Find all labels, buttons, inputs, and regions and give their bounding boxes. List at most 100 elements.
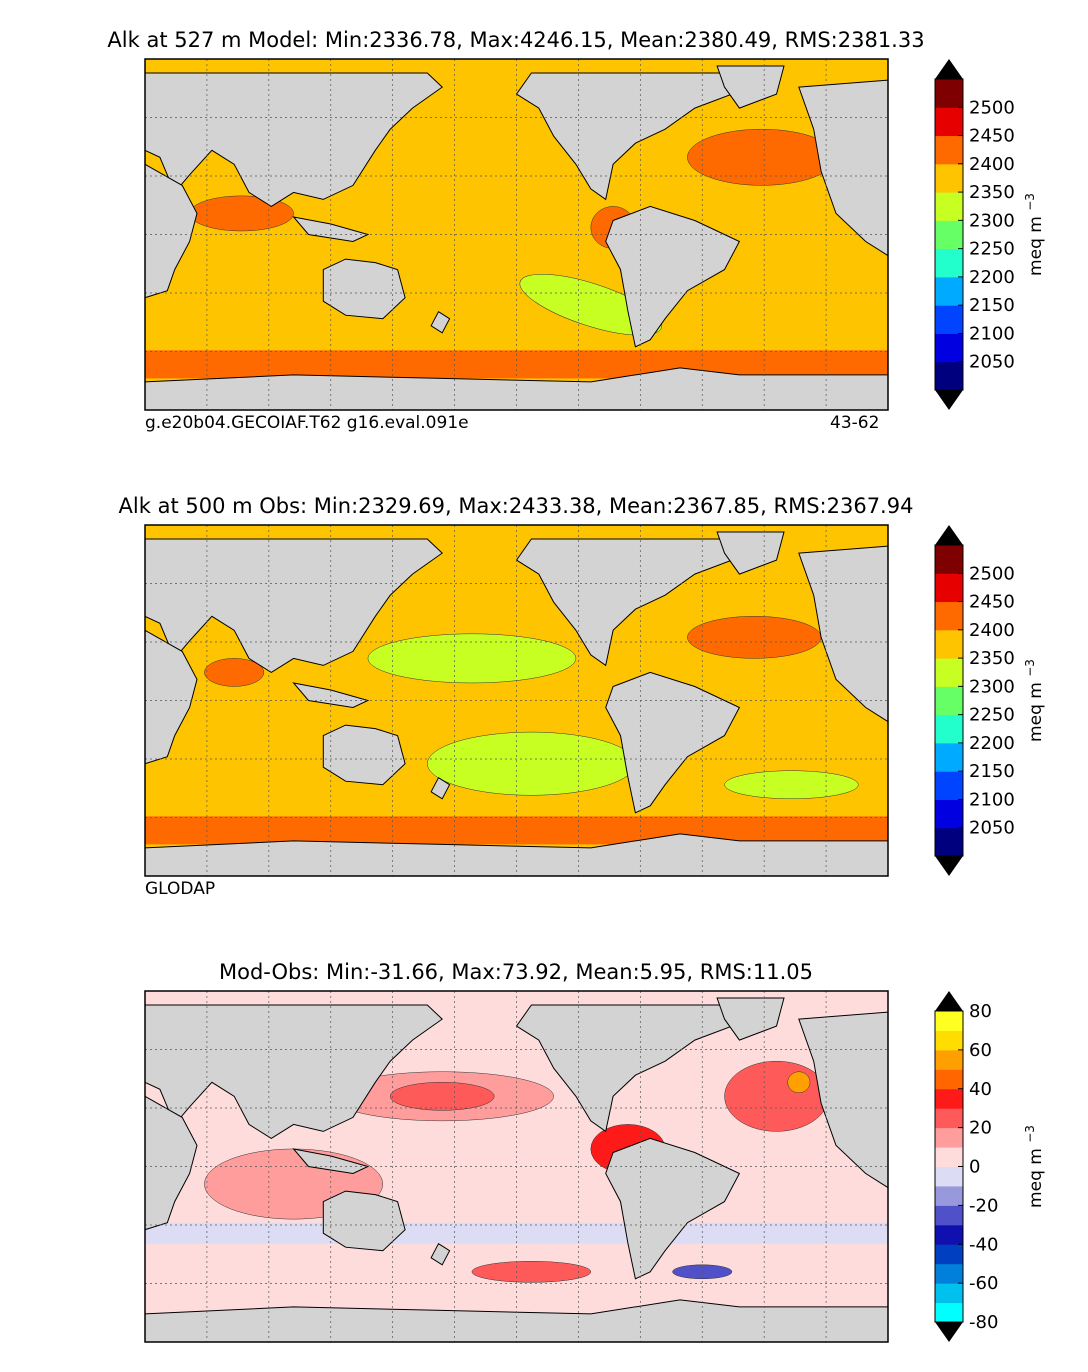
panel3-plot	[144, 990, 889, 1343]
colorbar-segment	[935, 192, 963, 221]
land-mass	[515, 1004, 733, 1133]
panel1-footer-right: 43-62	[830, 413, 880, 433]
colorbar-unit-exponent: −3	[1023, 193, 1037, 211]
colorbar-extend-min	[935, 390, 963, 410]
colorbar-tick-label: 0	[969, 1157, 980, 1178]
colorbar-tick-label: 2300	[969, 210, 1015, 231]
land-mass	[430, 1242, 451, 1266]
colorbar-extend-max	[935, 991, 963, 1011]
colorbar-segment	[935, 220, 963, 250]
colorbar-segment	[935, 1108, 963, 1129]
colorbar-tick-label: 2050	[969, 352, 1015, 373]
colorbar-tick-label: 2350	[969, 182, 1015, 203]
land-mass	[798, 79, 888, 257]
colorbar-tick-label: 60	[969, 1040, 992, 1061]
colorbar-segment	[935, 1011, 963, 1031]
colorbar-segment	[935, 1302, 963, 1323]
panel2-footer-left: GLODAP	[145, 879, 216, 899]
panel3-title: Mod-Obs: Min:-31.66, Max:73.92, Mean:5.9…	[219, 960, 813, 984]
colorbar-segment	[935, 686, 963, 716]
north-pacific-gyre-region	[367, 633, 577, 684]
colorbar-segment	[935, 1127, 963, 1148]
land-mass	[515, 538, 733, 667]
land-mass	[716, 531, 785, 575]
land-mass	[430, 310, 451, 334]
arabian-sea-region	[204, 658, 265, 687]
colorbar-tick-label: 2450	[969, 126, 1015, 147]
colorbar-segment	[935, 601, 963, 631]
colorbar-segment	[935, 135, 963, 165]
colorbar-tick-label: 2450	[969, 592, 1015, 613]
colorbar-segment	[935, 573, 963, 603]
colorbar-segment	[935, 545, 963, 574]
panel1-colorbar: 2050 2100 2150 2200 2250 2300 2350 2400 2450 2500…	[934, 59, 1046, 410]
colorbar-extend-max	[935, 525, 963, 545]
colorbar-segment	[935, 742, 963, 772]
land-mass	[798, 545, 888, 723]
colorbar-tick-label: -40	[969, 1234, 998, 1255]
colorbar-tick-label: -60	[969, 1273, 998, 1294]
colorbar-segment	[935, 333, 963, 363]
land-mass	[145, 163, 198, 299]
colorbar-segment	[935, 1205, 963, 1226]
colorbar-tick-label: 2150	[969, 295, 1015, 316]
gulf-stream-region	[787, 1071, 811, 1094]
panel1-plot	[144, 58, 889, 411]
land-mass	[515, 72, 733, 201]
colorbar-unit-exponent: −3	[1023, 1125, 1037, 1143]
colorbar-tick-label: 20	[969, 1118, 992, 1139]
colorbar-frame	[934, 78, 964, 391]
colorbar-tick-label: 2350	[969, 648, 1015, 669]
panel2-colorbar: 2050 2100 2150 2200 2250 2300 2350 2400 2450 2500…	[934, 525, 1046, 876]
colorbar-segment	[935, 658, 963, 687]
panel3-colorbar: -80 -60 -40 -20 0 20 40 60 80 meq m −3	[934, 991, 1046, 1342]
colorbar-segment	[935, 107, 963, 137]
colorbar-unit-label: meq m −3	[1023, 659, 1046, 742]
colorbar-extend-min	[935, 856, 963, 876]
panel2-field	[145, 525, 888, 876]
land-mass	[430, 776, 451, 800]
colorbar-tick-label: 2150	[969, 761, 1015, 782]
colorbar-segment	[935, 714, 963, 744]
panel3-frame	[144, 990, 889, 1343]
panel2-title: Alk at 500 m Obs: Min:2329.69, Max:2433.…	[118, 494, 914, 518]
colorbar-segment	[935, 827, 963, 857]
colorbar-tick-label: 2200	[969, 733, 1015, 754]
colorbar-segment	[935, 361, 963, 391]
panel1-field	[145, 59, 888, 410]
panel2-plot	[144, 524, 889, 877]
colorbar-tick-label: 2100	[969, 789, 1015, 810]
north-atlantic-region	[687, 128, 837, 186]
panel1-footer-left: g.e20b04.GECOIAF.T62 g16.eval.091e	[145, 413, 469, 433]
south-pacific-gyre-region	[427, 731, 636, 796]
land-mass	[716, 997, 785, 1041]
colorbar-extend-max	[935, 59, 963, 79]
panel2-frame	[144, 524, 889, 877]
colorbar-tick-label: 2400	[969, 154, 1015, 175]
colorbar-tick-label: -20	[969, 1195, 998, 1216]
colorbar-unit-label: meq m −3	[1023, 193, 1046, 276]
land-mass	[605, 671, 741, 814]
land-mass	[145, 629, 198, 765]
colorbar-tick-label: 2500	[969, 563, 1015, 584]
colorbar-tick-label: 2400	[969, 620, 1015, 641]
colorbar-tick-label: 80	[969, 1001, 992, 1022]
colorbar-segment	[935, 1185, 963, 1206]
colorbar-segment	[935, 305, 963, 334]
north-atlantic-region	[687, 616, 822, 659]
colorbar-segment	[935, 1166, 963, 1187]
colorbar-tick-label: 2500	[969, 97, 1015, 118]
colorbar-tick-label: 2300	[969, 676, 1015, 697]
south-pacific-region	[471, 1261, 592, 1283]
colorbar-tick-label: 40	[969, 1079, 992, 1100]
colorbar-tick-label: 2100	[969, 323, 1015, 344]
land-mass	[716, 65, 785, 109]
land-mass	[798, 1011, 888, 1189]
colorbar-segment	[935, 1069, 963, 1090]
colorbar-unit-exponent: −3	[1023, 659, 1037, 677]
colorbar-extend-min	[935, 1322, 963, 1342]
land-mass	[145, 1095, 198, 1231]
north-pacific-core-region	[389, 1082, 495, 1111]
colorbar-unit-label: meq m −3	[1023, 1125, 1046, 1208]
colorbar-tick-label: -80	[969, 1312, 998, 1333]
